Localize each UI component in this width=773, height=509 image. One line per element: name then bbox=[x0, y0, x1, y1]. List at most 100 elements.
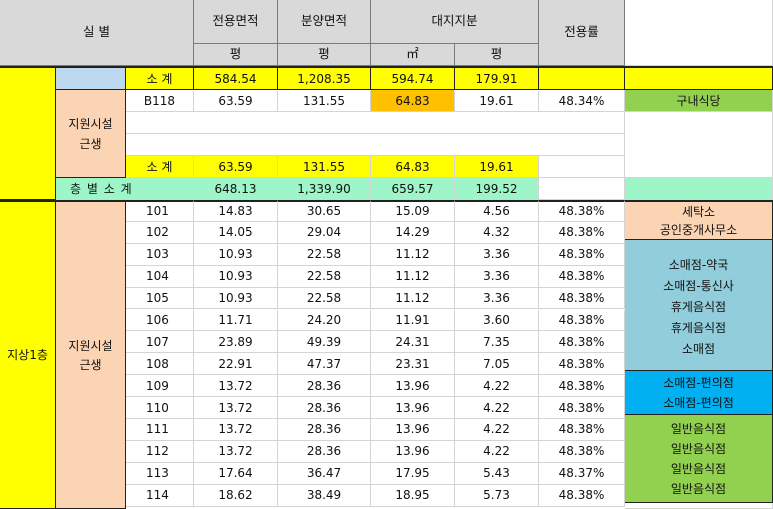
use-note-tail[interactable] bbox=[625, 503, 773, 509]
b118-rate[interactable]: 48.34% bbox=[539, 90, 625, 112]
unit-excl-cell[interactable]: 10.93 bbox=[194, 287, 278, 310]
unit-sale-cell[interactable]: 38.49 bbox=[278, 484, 371, 507]
unit-land-py-cell[interactable]: 3.60 bbox=[455, 309, 539, 332]
use-note-group-b[interactable]: 소매점-약국 소매점-통신사 휴게음식점 휴게음식점 소매점 bbox=[625, 240, 773, 371]
unit-land-sqm-cell[interactable]: 11.12 bbox=[371, 243, 455, 266]
unit-excl-cell[interactable]: 23.89 bbox=[194, 331, 278, 354]
unit-sale-cell[interactable]: 36.47 bbox=[278, 462, 371, 485]
basement-sub2-rate[interactable] bbox=[539, 156, 625, 178]
floor-subtotal-label[interactable]: 층 별 소 계 bbox=[56, 178, 194, 200]
unit-land-sqm-cell[interactable]: 13.96 bbox=[371, 397, 455, 419]
unit-land-sqm-cell[interactable]: 17.95 bbox=[371, 462, 455, 485]
unit-sale-cell[interactable]: 22.58 bbox=[278, 243, 371, 266]
basement-support-label[interactable]: 지원시설 근생 bbox=[56, 90, 126, 178]
basement-subtotal-label[interactable]: 소 계 bbox=[126, 66, 194, 90]
use-note-group-a[interactable]: 세탁소 공인중개사무소 bbox=[625, 200, 773, 240]
b118-use[interactable]: 구내식당 bbox=[625, 90, 773, 112]
unit-excl-cell[interactable]: 13.72 bbox=[194, 440, 278, 463]
unit-land-sqm-cell[interactable]: 14.29 bbox=[371, 221, 455, 244]
land-share-header[interactable]: 대지지분 bbox=[371, 0, 539, 44]
unit-id-cell[interactable]: 110 bbox=[126, 397, 194, 419]
basement-sub2-land-sqm[interactable]: 64.83 bbox=[371, 156, 455, 178]
basement-subtotal-sale[interactable]: 1,208.35 bbox=[278, 66, 371, 90]
floor-subtotal-note[interactable] bbox=[625, 178, 773, 200]
unit-rate-cell[interactable]: 48.38% bbox=[539, 243, 625, 266]
basement-sub2-excl[interactable]: 63.59 bbox=[194, 156, 278, 178]
unit-excl-cell[interactable]: 10.93 bbox=[194, 243, 278, 266]
unit-land-py-cell[interactable]: 5.73 bbox=[455, 484, 539, 507]
unit-land-py-cell[interactable]: 7.35 bbox=[455, 331, 539, 354]
unit-excl-cell[interactable]: 13.72 bbox=[194, 419, 278, 441]
basement-empty-row-1[interactable] bbox=[126, 112, 625, 134]
basement-subtotal-land-sqm[interactable]: 594.74 bbox=[371, 66, 455, 90]
unit-id-cell[interactable]: 103 bbox=[126, 243, 194, 266]
unit-id-cell[interactable]: 102 bbox=[126, 221, 194, 244]
unit-sale-cell[interactable]: 30.65 bbox=[278, 200, 371, 222]
basement-empty-row-2[interactable] bbox=[126, 134, 625, 156]
b118-id[interactable]: B118 bbox=[126, 90, 194, 112]
b118-land-py[interactable]: 19.61 bbox=[455, 90, 539, 112]
unit-rate-cell[interactable]: 48.38% bbox=[539, 375, 625, 398]
unit-id-cell[interactable]: 107 bbox=[126, 331, 194, 354]
basement-sub2-note[interactable] bbox=[625, 156, 773, 178]
unit-land-sqm-cell[interactable]: 18.95 bbox=[371, 484, 455, 507]
unit-pyeong-sale[interactable]: 평 bbox=[278, 44, 371, 66]
basement-floor-cell[interactable] bbox=[0, 66, 56, 200]
unit-excl-cell[interactable]: 18.62 bbox=[194, 484, 278, 507]
basement-subtotal-land-py[interactable]: 179.91 bbox=[455, 66, 539, 90]
unit-pyeong-land[interactable]: 평 bbox=[455, 44, 539, 66]
unit-sale-cell[interactable]: 49.39 bbox=[278, 331, 371, 354]
unit-land-py-cell[interactable]: 4.32 bbox=[455, 221, 539, 244]
use-note-group-c[interactable]: 소매점-편의점 소매점-편의점 bbox=[625, 371, 773, 415]
unit-sale-cell[interactable]: 47.37 bbox=[278, 353, 371, 376]
unit-land-sqm-cell[interactable]: 24.31 bbox=[371, 331, 455, 354]
unit-sale-cell[interactable]: 28.36 bbox=[278, 419, 371, 441]
b118-sale[interactable]: 131.55 bbox=[278, 90, 371, 112]
unit-id-cell[interactable]: 101 bbox=[126, 200, 194, 222]
floor-subtotal-excl[interactable]: 648.13 bbox=[194, 178, 278, 200]
unit-rate-cell[interactable]: 48.38% bbox=[539, 397, 625, 419]
floor-subtotal-sale[interactable]: 1,339.90 bbox=[278, 178, 371, 200]
unit-rate-cell[interactable]: 48.37% bbox=[539, 462, 625, 485]
unit-id-cell[interactable]: 113 bbox=[126, 462, 194, 485]
sale-area-header[interactable]: 분양면적 bbox=[278, 0, 371, 44]
unit-land-sqm-cell[interactable]: 15.09 bbox=[371, 200, 455, 222]
unit-pyeong-excl[interactable]: 평 bbox=[194, 44, 278, 66]
exclusive-rate-header[interactable]: 전용률 bbox=[539, 0, 625, 66]
unit-excl-cell[interactable]: 14.05 bbox=[194, 221, 278, 244]
unit-id-cell[interactable]: 106 bbox=[126, 309, 194, 332]
basement-subtotal-excl[interactable]: 584.54 bbox=[194, 66, 278, 90]
basement-subtotal-blank[interactable] bbox=[56, 66, 126, 90]
unit-land-sqm-cell[interactable]: 11.12 bbox=[371, 265, 455, 288]
unit-land-py-cell[interactable]: 4.22 bbox=[455, 419, 539, 441]
unit-excl-cell[interactable]: 10.93 bbox=[194, 265, 278, 288]
unit-excl-cell[interactable]: 11.71 bbox=[194, 309, 278, 332]
floor-subtotal-rate[interactable] bbox=[539, 178, 625, 200]
unit-id-cell[interactable]: 112 bbox=[126, 440, 194, 463]
unit-land-sqm-cell[interactable]: 13.96 bbox=[371, 419, 455, 441]
header-empty-cell[interactable] bbox=[625, 0, 773, 66]
unit-land-py-cell[interactable]: 4.22 bbox=[455, 375, 539, 398]
unit-rate-cell[interactable]: 48.38% bbox=[539, 265, 625, 288]
unit-excl-cell[interactable]: 14.83 bbox=[194, 200, 278, 222]
unit-sale-cell[interactable]: 28.36 bbox=[278, 397, 371, 419]
unit-rate-cell[interactable]: 48.38% bbox=[539, 484, 625, 507]
unit-sale-cell[interactable]: 28.36 bbox=[278, 440, 371, 463]
unit-land-sqm-cell[interactable]: 13.96 bbox=[371, 375, 455, 398]
unit-id-cell[interactable]: 111 bbox=[126, 419, 194, 441]
exclusive-area-header[interactable]: 전용면적 bbox=[194, 0, 278, 44]
unit-rate-cell[interactable]: 48.38% bbox=[539, 440, 625, 463]
floor1-support-label[interactable]: 지원시설 근생 bbox=[56, 200, 126, 509]
unit-rate-cell[interactable]: 48.38% bbox=[539, 309, 625, 332]
basement-sub2-label[interactable]: 소 계 bbox=[126, 156, 194, 178]
unit-excl-cell[interactable]: 22.91 bbox=[194, 353, 278, 376]
unit-land-py-cell[interactable]: 3.36 bbox=[455, 265, 539, 288]
unit-sqm-land[interactable]: ㎡ bbox=[371, 44, 455, 66]
unit-excl-cell[interactable]: 13.72 bbox=[194, 397, 278, 419]
unit-rate-cell[interactable]: 48.38% bbox=[539, 200, 625, 222]
unit-id-cell[interactable]: 109 bbox=[126, 375, 194, 398]
unit-land-py-cell[interactable]: 3.36 bbox=[455, 287, 539, 310]
unit-excl-cell[interactable]: 17.64 bbox=[194, 462, 278, 485]
b118-land-sqm[interactable]: 64.83 bbox=[371, 90, 455, 112]
basement-subtotal-note[interactable] bbox=[625, 66, 773, 90]
